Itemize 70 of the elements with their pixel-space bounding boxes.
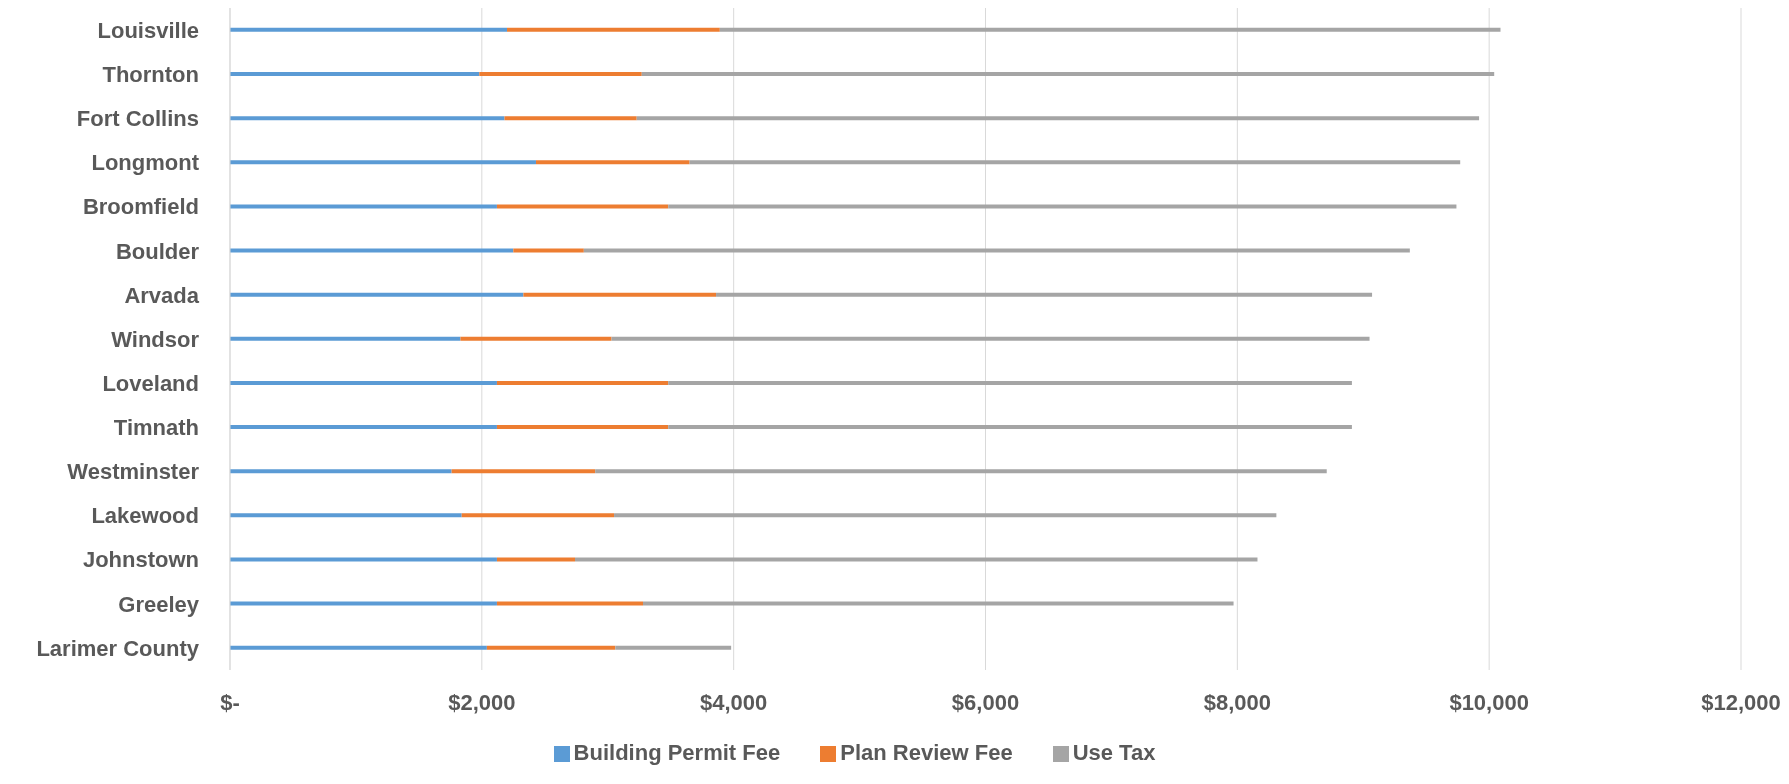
y-tick-label: Fort Collins (76, 106, 199, 132)
y-tick-label: Westminster (67, 459, 200, 485)
bar (595, 469, 1327, 474)
bar (668, 380, 1352, 385)
bar (535, 160, 690, 165)
x-tick-label: $12,000 (1701, 689, 1781, 715)
bar (230, 380, 497, 385)
y-tick-label: Greeley (118, 591, 200, 617)
bar (504, 116, 637, 121)
bar (496, 601, 644, 606)
bar (496, 380, 669, 385)
bar (230, 336, 461, 341)
bar (614, 513, 1277, 518)
bar (496, 557, 576, 562)
y-tick-label: Larimer County (36, 635, 200, 661)
legend-label: Building Permit Fee (573, 740, 781, 765)
bar (636, 116, 1480, 121)
bar (689, 160, 1461, 165)
bar (460, 336, 612, 341)
x-tick-label: $2,000 (448, 689, 516, 715)
bar (583, 248, 1410, 253)
bar (230, 27, 508, 32)
bar (230, 513, 462, 518)
bar (230, 71, 480, 76)
bar (575, 557, 1258, 562)
x-tick-label: $4,000 (700, 689, 768, 715)
legend-label: Plan Review Fee (840, 740, 1013, 765)
bar (461, 513, 615, 518)
y-tick-label: Broomfield (82, 194, 199, 220)
bar (513, 248, 584, 253)
bar (230, 248, 514, 253)
bar (496, 204, 669, 209)
y-tick-label: Longmont (91, 150, 200, 176)
bar (230, 204, 497, 209)
bar (230, 601, 497, 606)
x-tick-label: $8,000 (1203, 689, 1271, 715)
bar (230, 645, 487, 650)
y-tick-label: Lakewood (91, 503, 199, 529)
bar (451, 469, 596, 474)
bar (643, 601, 1234, 606)
bar (230, 425, 497, 430)
y-tick-label: Thornton (102, 62, 199, 88)
bar (507, 27, 720, 32)
y-tick-label: Arvada (124, 282, 200, 308)
bar (668, 204, 1457, 209)
legend-label: Use Tax (1072, 740, 1156, 765)
bar (611, 336, 1370, 341)
bar (230, 116, 505, 121)
x-tick-label: $6,000 (951, 689, 1020, 715)
bar (486, 645, 616, 650)
x-tick-label: $10,000 (1449, 689, 1529, 715)
y-tick-label: Loveland (102, 370, 199, 396)
bar (230, 469, 452, 474)
y-tick-label: Louisville (97, 17, 199, 43)
bar (615, 645, 732, 650)
bar (641, 71, 1495, 76)
bar (719, 27, 1501, 32)
bar (230, 292, 524, 297)
bar (230, 557, 497, 562)
y-tick-label: Boulder (115, 238, 200, 264)
bar (523, 292, 717, 297)
bar (230, 160, 536, 165)
bar (716, 292, 1373, 297)
x-tick-label: $- (220, 689, 240, 715)
bar (496, 425, 669, 430)
bar (479, 71, 642, 76)
y-tick-label: Windsor (111, 326, 200, 352)
y-tick-label: Johnstown (82, 547, 199, 573)
y-tick-label: Timnath (113, 415, 199, 441)
bar (668, 425, 1352, 430)
